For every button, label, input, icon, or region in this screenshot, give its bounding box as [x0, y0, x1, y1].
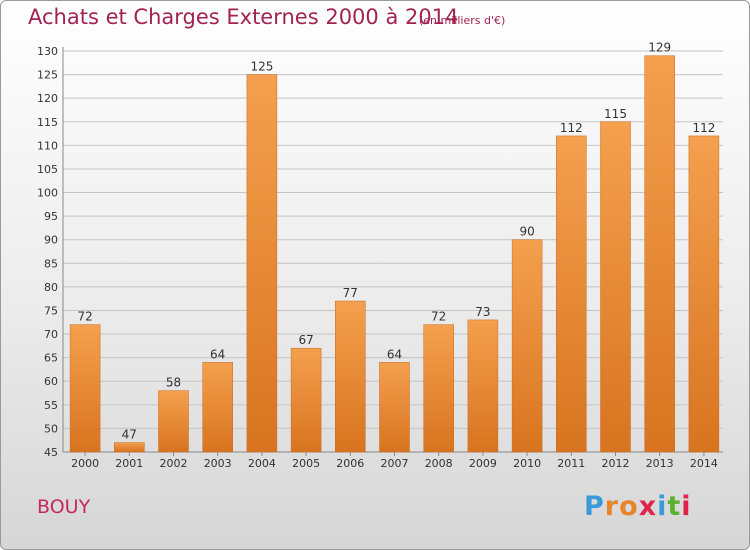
y-tick-label: 55 [44, 399, 58, 412]
x-tick-label: 2001 [115, 457, 143, 470]
logo-letter: i [657, 491, 668, 522]
chart-title: Achats et Charges Externes 2000 à 2014 [28, 5, 459, 29]
y-tick-label: 105 [37, 163, 58, 176]
y-tick-label: 70 [44, 328, 58, 341]
x-tick-label: 2007 [381, 457, 409, 470]
y-tick-label: 65 [44, 352, 58, 365]
proxiti-logo[interactable]: Proxiti [584, 491, 692, 522]
x-tick-label: 2002 [160, 457, 188, 470]
y-tick-label: 90 [44, 234, 58, 247]
logo-letter: i [681, 491, 692, 522]
bar-2005 [290, 347, 322, 453]
y-tick-label: 60 [44, 375, 58, 388]
data-label: 115 [604, 107, 627, 121]
y-tick-label: 80 [44, 281, 58, 294]
data-label: 64 [387, 347, 402, 361]
data-label: 77 [343, 286, 358, 300]
x-tick-label: 2012 [602, 457, 630, 470]
logo-letter: r [604, 491, 620, 522]
x-tick-label: 2009 [469, 457, 497, 470]
x-tick-label: 2008 [425, 457, 453, 470]
y-tick-label: 125 [37, 69, 58, 82]
data-label: 67 [298, 333, 313, 347]
y-tick-label: 115 [37, 116, 58, 129]
bar-2011 [556, 135, 587, 453]
x-tick-label: 2004 [248, 457, 276, 470]
y-tick-label: 110 [37, 139, 58, 152]
bar-2010 [511, 239, 543, 453]
x-tick-label: 2013 [646, 457, 674, 470]
data-label: 125 [250, 60, 273, 74]
x-tick-label: 2010 [513, 457, 541, 470]
bar-2013 [644, 55, 675, 453]
x-tick-label: 2003 [204, 457, 232, 470]
data-label: 112 [560, 121, 583, 135]
data-labels: 72 47 58 64 125 67 77 64 72 73 90 112 115 129 112 [77, 41, 715, 442]
y-tick-label: 85 [44, 257, 58, 270]
logo-letter: t [667, 491, 682, 522]
bar-2014 [688, 135, 720, 453]
logo-letter: P [584, 491, 605, 522]
y-tick-label: 75 [44, 304, 58, 317]
y-tick-labels: 45 50 55 60 65 70 75 80 85 90 95 100 105 110 115 120 125… [37, 45, 58, 459]
y-tick-label: 95 [44, 210, 58, 223]
y-tick-label: 50 [44, 422, 58, 435]
x-tick-label: 2006 [336, 457, 364, 470]
bar-2008 [423, 324, 454, 453]
data-label: 112 [692, 121, 715, 135]
logo-letter: x [638, 491, 658, 522]
x-tick-label: 2011 [557, 457, 585, 470]
bar-2007 [379, 362, 410, 453]
bars [69, 55, 720, 453]
y-tick-label: 130 [37, 45, 58, 58]
bar-2002 [158, 390, 189, 453]
logo-letter: o [619, 491, 639, 522]
bar-2009 [467, 319, 499, 453]
bar-2006 [335, 300, 366, 453]
bar-2004 [246, 74, 278, 453]
data-label: 64 [210, 347, 225, 361]
data-label: 47 [122, 428, 137, 442]
data-label: 72 [77, 310, 92, 324]
bar-2000 [69, 324, 101, 453]
data-label: 72 [431, 310, 446, 324]
data-label: 90 [519, 225, 534, 239]
bar-2012 [600, 121, 631, 453]
data-label: 129 [648, 41, 671, 55]
chart-unit: (en milliers d'€) [419, 14, 506, 27]
y-tick-label: 120 [37, 92, 58, 105]
x-tick-labels: 2000 2001 2002 2003 2004 2005 2006 2007 2008 2009… [71, 452, 718, 470]
y-tick-label: 100 [37, 187, 58, 200]
data-label: 58 [166, 376, 181, 390]
place-name: BOUY [37, 496, 91, 518]
data-label: 73 [475, 305, 490, 319]
x-tick-label: 2005 [292, 457, 320, 470]
x-tick-label: 2000 [71, 457, 99, 470]
x-tick-label: 2014 [690, 457, 718, 470]
bar-2003 [202, 362, 233, 453]
bar-2001 [114, 442, 145, 453]
y-tick-label: 45 [44, 446, 58, 459]
